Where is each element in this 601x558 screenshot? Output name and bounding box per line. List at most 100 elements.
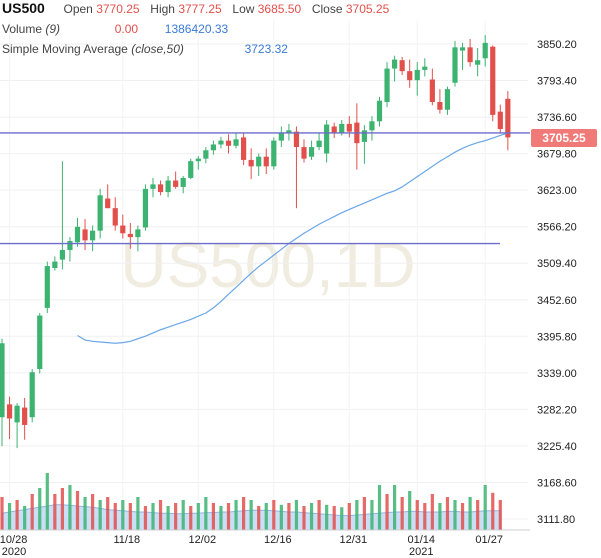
candle-body [308,147,315,157]
volume-bar [75,491,80,530]
volume-bar [377,485,382,530]
volume-bar [317,500,321,530]
time-axis[interactable]: 10/28 11/18 12/02 12/16 12/31 01/14 01/27 2021 2… [0,529,530,558]
candle-body [339,123,345,133]
volume-bar [189,506,193,530]
candle-body [67,240,73,250]
last-price-tag-text: 3705.25 [542,131,586,145]
candle-body [14,405,20,423]
candle-body [475,60,481,65]
price-tick-label: 3679.80 [537,149,577,161]
volume-bar [106,497,110,530]
candle-body [112,208,118,226]
volume-bar [242,497,246,530]
candle-body [203,150,209,159]
time-tick-label: 11/18 [113,534,140,546]
volume-bar [438,503,442,530]
volume-bar [91,494,95,530]
candle-body [392,59,398,69]
candle-body [422,66,428,70]
candle-body [459,47,466,51]
candle-body [505,98,511,138]
volume-value-1: 0.00 [114,22,139,36]
high-label: High [150,2,175,16]
candle-body [97,195,103,231]
sma-value: 3723.32 [244,42,288,56]
chart-watermark: US500,1D [120,229,415,301]
candle-body [467,47,473,63]
candle-body [452,47,458,83]
year-label: 2020 [2,546,26,558]
price-tick-label: 3452.60 [537,295,577,307]
volume-bar [415,500,419,530]
candle-body [165,180,171,193]
volume-bar [332,506,336,530]
volume-bar [272,500,276,530]
volume-bar [15,500,19,530]
year-label: 2021 [409,546,433,558]
volume-bar [98,500,102,530]
volume-bar [393,485,397,530]
volume-bar [362,497,366,530]
volume-bar [143,506,148,530]
time-tick-label: 01/14 [407,534,435,546]
low-value: 3685.50 [257,2,302,16]
volume-bar [53,494,57,530]
candle-body [263,156,269,167]
candle-body [278,132,284,141]
volume-bar [151,503,155,530]
volume-bar [498,500,502,530]
last-price-tag-bg [531,129,597,147]
volume-label[interactable]: Volume [2,22,43,36]
candle-body [6,404,13,419]
volume-bar [340,507,344,530]
horizontal-lines[interactable] [0,132,530,245]
volume-bar [453,500,457,530]
candle-body [361,130,367,142]
price-axis[interactable]: 3850.20 3793.40 3736.60 3679.80 3623.00 3566.… [537,39,577,526]
volume-bar [483,485,487,530]
candle-body [233,139,239,146]
candle-body [180,177,186,187]
candle-body [241,137,247,160]
volume-bar [279,504,283,530]
candle-body [369,121,375,131]
candle-body [52,261,58,268]
open-value: 3770.25 [96,2,140,16]
volume-bar [60,488,64,530]
volume-bar [491,492,495,530]
sma-label[interactable]: Simple Moving Average [2,42,128,56]
volume-bar [113,503,117,530]
candle-body [497,111,503,130]
low-label: Low [232,2,255,16]
high-value: 3777.25 [178,2,222,16]
volume-bar [196,503,200,530]
candle-body [82,229,88,241]
sma-legend-row: Simple Moving Average (close,50) 3723.32 [2,42,288,56]
candle-body [301,147,307,159]
volume-bar [408,491,412,530]
candle-body [188,161,194,178]
volume-value-2: 1386420.33 [164,22,229,36]
sma-line [77,132,509,344]
volume-bar [158,500,163,530]
volume-bar [83,497,87,530]
volume-bar [136,497,140,530]
volume-param: (9) [45,22,61,36]
price-tick-label: 3566.20 [537,222,577,234]
time-tick-label: 01/27 [475,534,503,546]
candle-body [90,230,96,241]
candle-body [0,343,5,418]
volume-bar [226,503,231,530]
chart-legend: US500 Open 3770.25 High 3777.25 Low 3685… [0,0,530,62]
candle-body [324,124,330,154]
candle-body [316,140,322,148]
volume-bar [400,497,404,530]
price-tick-label: 3395.80 [537,331,577,343]
candle-body [293,131,300,148]
candle-body [218,140,224,145]
volume-bar [38,488,42,530]
symbol-label[interactable]: US500 [2,0,45,16]
price-tick-label: 3850.20 [537,39,577,51]
